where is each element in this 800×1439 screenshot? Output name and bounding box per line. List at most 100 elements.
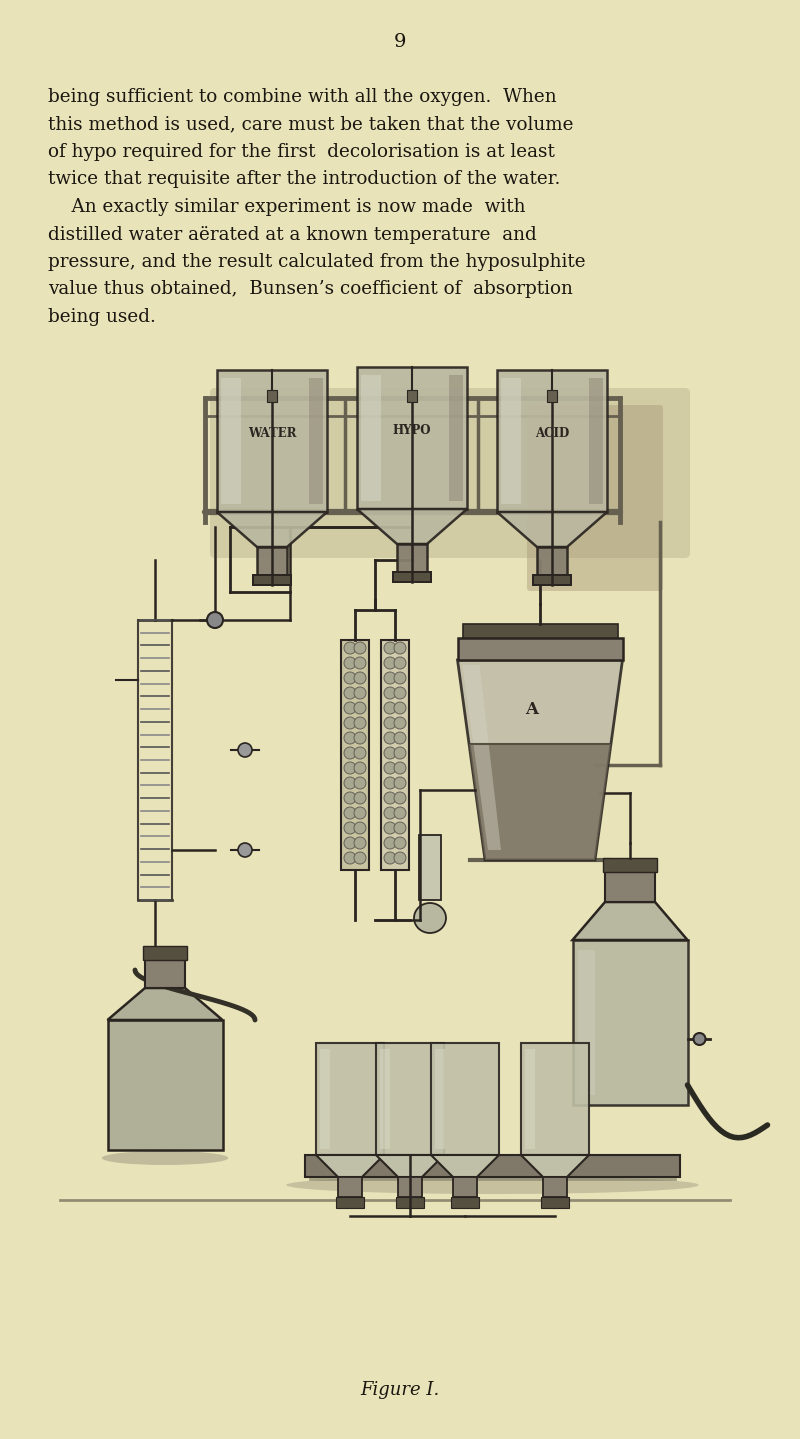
Polygon shape bbox=[521, 1156, 589, 1177]
Circle shape bbox=[354, 777, 366, 789]
Circle shape bbox=[344, 791, 356, 804]
Text: being used.: being used. bbox=[48, 308, 156, 327]
Text: 9: 9 bbox=[394, 33, 406, 50]
Circle shape bbox=[344, 747, 356, 758]
Bar bbox=[217, 370, 327, 512]
Text: An exactly similar experiment is now made  with: An exactly similar experiment is now mad… bbox=[48, 199, 526, 216]
Circle shape bbox=[354, 852, 366, 863]
Circle shape bbox=[384, 686, 396, 699]
Text: of hypo required for the first  decolorisation is at least: of hypo required for the first decoloris… bbox=[48, 142, 555, 161]
Bar bbox=[143, 945, 187, 960]
Circle shape bbox=[354, 822, 366, 835]
Circle shape bbox=[394, 852, 406, 863]
Text: pressure, and the result calculated from the hyposulphite: pressure, and the result calculated from… bbox=[48, 253, 586, 271]
Bar bbox=[451, 1197, 479, 1207]
Circle shape bbox=[344, 822, 356, 835]
Bar bbox=[501, 378, 521, 504]
Bar bbox=[435, 1049, 445, 1148]
Circle shape bbox=[344, 837, 356, 849]
Bar bbox=[305, 1156, 680, 1177]
Circle shape bbox=[384, 642, 396, 653]
Circle shape bbox=[394, 717, 406, 730]
Circle shape bbox=[354, 791, 366, 804]
Circle shape bbox=[384, 807, 396, 819]
Circle shape bbox=[354, 747, 366, 758]
Bar bbox=[573, 940, 687, 1105]
Polygon shape bbox=[458, 661, 622, 861]
Ellipse shape bbox=[102, 1151, 228, 1166]
Bar bbox=[407, 390, 417, 401]
Bar bbox=[396, 1197, 424, 1207]
Text: Figure I.: Figure I. bbox=[360, 1381, 440, 1399]
Bar bbox=[380, 1049, 390, 1148]
Bar bbox=[257, 547, 287, 576]
Bar bbox=[376, 1043, 444, 1156]
Polygon shape bbox=[357, 509, 467, 544]
Circle shape bbox=[354, 702, 366, 714]
Polygon shape bbox=[462, 665, 501, 850]
Circle shape bbox=[394, 642, 406, 653]
Circle shape bbox=[344, 852, 356, 863]
Circle shape bbox=[394, 822, 406, 835]
Bar bbox=[537, 547, 567, 576]
Bar bbox=[589, 378, 603, 504]
Circle shape bbox=[344, 702, 356, 714]
Bar bbox=[320, 1049, 330, 1148]
Polygon shape bbox=[376, 1156, 444, 1177]
Circle shape bbox=[394, 658, 406, 669]
Circle shape bbox=[207, 612, 223, 627]
Bar bbox=[361, 376, 381, 501]
Circle shape bbox=[238, 743, 252, 757]
Circle shape bbox=[394, 747, 406, 758]
Circle shape bbox=[384, 717, 396, 730]
Bar bbox=[541, 1197, 569, 1207]
Circle shape bbox=[384, 747, 396, 758]
Circle shape bbox=[394, 837, 406, 849]
Circle shape bbox=[384, 791, 396, 804]
Circle shape bbox=[354, 686, 366, 699]
Circle shape bbox=[394, 732, 406, 744]
Text: HYPO: HYPO bbox=[393, 425, 431, 437]
Circle shape bbox=[384, 672, 396, 684]
Polygon shape bbox=[573, 902, 687, 940]
Bar bbox=[458, 637, 622, 661]
Circle shape bbox=[354, 658, 366, 669]
Bar bbox=[605, 872, 655, 902]
Circle shape bbox=[354, 837, 366, 849]
Ellipse shape bbox=[414, 904, 446, 932]
Circle shape bbox=[344, 732, 356, 744]
Ellipse shape bbox=[286, 1176, 698, 1194]
Bar bbox=[398, 1177, 422, 1197]
Circle shape bbox=[694, 1033, 706, 1045]
Circle shape bbox=[384, 822, 396, 835]
Bar bbox=[449, 376, 463, 501]
Circle shape bbox=[394, 807, 406, 819]
Bar bbox=[309, 378, 323, 504]
Circle shape bbox=[238, 843, 252, 858]
Bar bbox=[145, 960, 185, 989]
Text: ACID: ACID bbox=[535, 427, 569, 440]
Circle shape bbox=[354, 807, 366, 819]
Circle shape bbox=[344, 658, 356, 669]
Polygon shape bbox=[497, 512, 607, 547]
Circle shape bbox=[344, 777, 356, 789]
Text: WATER: WATER bbox=[248, 427, 296, 440]
Circle shape bbox=[354, 672, 366, 684]
Polygon shape bbox=[316, 1156, 384, 1177]
Polygon shape bbox=[431, 1156, 499, 1177]
Circle shape bbox=[354, 717, 366, 730]
Circle shape bbox=[394, 686, 406, 699]
Bar bbox=[453, 1177, 477, 1197]
Bar bbox=[393, 571, 431, 581]
Bar bbox=[267, 390, 277, 401]
Bar bbox=[521, 1043, 589, 1156]
Bar bbox=[525, 1049, 534, 1148]
Circle shape bbox=[384, 732, 396, 744]
Bar bbox=[397, 544, 427, 571]
FancyBboxPatch shape bbox=[527, 404, 663, 591]
Bar bbox=[341, 640, 369, 871]
Bar bbox=[533, 576, 571, 586]
Bar bbox=[253, 576, 291, 586]
Polygon shape bbox=[217, 512, 327, 547]
Circle shape bbox=[384, 777, 396, 789]
